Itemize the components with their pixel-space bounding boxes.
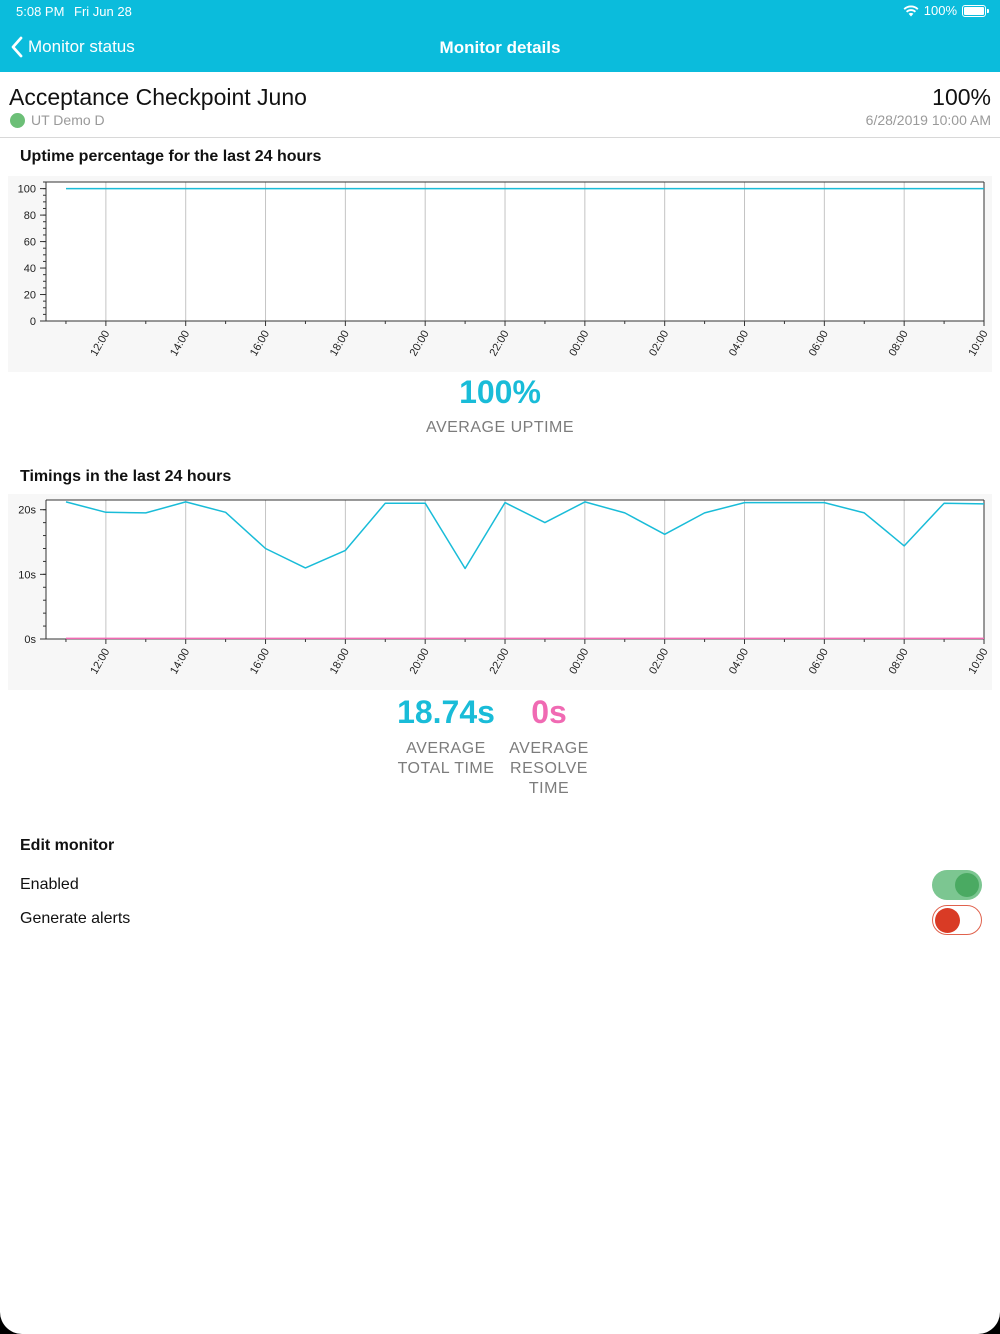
series-line-0 [65, 501, 985, 570]
monitor-uptime: 100% [932, 84, 991, 110]
battery-icon [962, 4, 989, 17]
chevron-left-icon [11, 36, 23, 58]
timings-chart: 12:00 14:00 16:00 18:00 20:00 22:00 00:00 02:00… [0, 494, 1000, 690]
status-date: Fri Jun 28 [74, 4, 132, 19]
average-resolve-time-label-1: AVERAGE [509, 740, 589, 757]
average-resolve-time-label-3: TIME [528, 780, 570, 797]
generate-alerts-toggle-knob [935, 907, 960, 933]
monitor-name: Acceptance Checkpoint Juno [9, 84, 307, 110]
monitor-header: Acceptance Checkpoint Juno UT Demo D 100… [0, 72, 1000, 138]
uptime-chart-title: Uptime percentage for the last 24 hours [20, 148, 322, 165]
back-button[interactable]: Monitor status [10, 36, 135, 58]
uptime-chart-svg: 12:00 14:00 16:00 18:00 20:00 22:00 00:00 02:00… [8, 176, 992, 372]
monitor-updated: 6/28/2019 10:00 AM [865, 112, 991, 128]
average-resolve-time-value: 0s [531, 694, 567, 730]
enabled-toggle-knob [955, 873, 979, 897]
enabled-label: Enabled [20, 876, 79, 893]
edit-monitor-title: Edit monitor [20, 837, 115, 854]
timings-chart-svg: 12:00 14:00 16:00 18:00 20:00 22:00 00:00 02:00… [8, 494, 992, 690]
average-uptime-value: 100% [0, 374, 1000, 411]
y-tick-label: 20s [18, 505, 36, 517]
y-tick-label: 40 [24, 263, 36, 275]
status-bar: 5:08 PM Fri Jun 28 100% [0, 0, 1000, 24]
monitor-location: UT Demo D [31, 112, 105, 128]
battery-percent: 100% [923, 3, 957, 18]
y-tick-label: 10s [18, 569, 36, 581]
monitor-location-row: UT Demo D [10, 112, 105, 128]
enabled-toggle[interactable] [932, 870, 982, 900]
nav-title: Monitor details [439, 38, 561, 57]
average-resolve-time-label-2: RESOLVE [510, 760, 588, 777]
average-total-time-label-1: AVERAGE [406, 740, 486, 757]
status-right: 100% [903, 3, 989, 18]
average-uptime-number: 100% [459, 374, 541, 410]
y-tick-label: 0 [30, 316, 36, 328]
y-tick-label: 100 [18, 184, 36, 196]
y-tick-label: 60 [24, 237, 36, 249]
average-total-time: 18.74s AVERAGE TOTAL TIME [390, 694, 502, 779]
average-resolve-time: 0s AVERAGE RESOLVE TIME [504, 694, 594, 799]
average-total-time-label-2: TOTAL TIME [397, 760, 495, 777]
navigation-bar: Monitor status Monitor details [0, 24, 1000, 72]
plot-area [46, 500, 984, 639]
generate-alerts-toggle[interactable] [932, 905, 982, 935]
y-tick-label: 20 [24, 290, 36, 302]
y-tick-label: 80 [24, 210, 36, 222]
average-uptime-label: AVERAGE UPTIME [425, 419, 575, 436]
back-label: Monitor status [28, 37, 135, 56]
y-tick-label: 0s [24, 634, 36, 646]
wifi-icon [903, 5, 919, 16]
uptime-chart: 12:00 14:00 16:00 18:00 20:00 22:00 00:00 02:00… [0, 176, 1000, 372]
average-total-time-value: 18.74s [397, 694, 495, 730]
timings-chart-title: Timings in the last 24 hours [20, 468, 232, 485]
plot-area [46, 182, 984, 321]
status-dot-icon [10, 112, 25, 128]
status-time: 5:08 PM [16, 4, 65, 19]
generate-alerts-label: Generate alerts [20, 910, 131, 927]
